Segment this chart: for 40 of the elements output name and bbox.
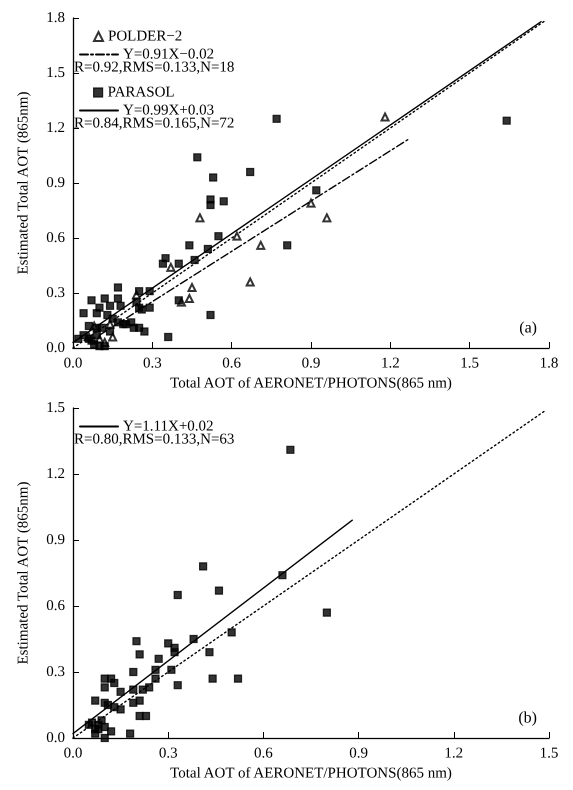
annotation: R=0.84,RMS=0.165,N=72 [74, 116, 234, 132]
x-tick-label: 0.0 [64, 746, 82, 762]
x-tick-label: 0.3 [158, 746, 178, 762]
annotation: (a) [519, 320, 538, 336]
x-tick-label: 0.9 [349, 746, 368, 762]
legend-label: PARASOL [108, 84, 175, 100]
annotation: R=0.92,RMS=0.133,N=18 [74, 60, 234, 76]
y-tick-label: 0.3 [46, 664, 65, 680]
y-axis-title: Estimated Total AOT (865nm) [16, 92, 32, 274]
y-tick-label: 0.6 [46, 230, 66, 246]
x-tick-label: 0.6 [222, 356, 242, 372]
y-tick-label: 0.3 [46, 285, 65, 301]
x-axis-title: Total AOT of AERONET/PHOTONS(865 nm) [170, 376, 452, 392]
x-tick-label: 0.6 [254, 746, 274, 762]
y-tick-label: 0.0 [46, 730, 65, 746]
y-tick-label: 1.2 [46, 120, 65, 136]
y-axis-title: Estimated Total AOT (865nm) [16, 482, 32, 664]
x-tick-label: 1.2 [444, 746, 464, 762]
x-tick-label: 1.5 [540, 746, 558, 762]
legend-label: Y=1.11X+0.02 [123, 418, 214, 434]
x-tick-label: 0.0 [64, 356, 82, 372]
annotation: (b) [518, 710, 537, 726]
y-tick-label: 0.6 [46, 598, 66, 614]
legend-label: Y=0.91X−0.02 [123, 46, 214, 62]
legend-label: Y=0.99X+0.03 [123, 102, 214, 118]
legend-label: POLDER−2 [108, 28, 182, 44]
y-tick-label: 1.2 [46, 466, 65, 482]
x-tick-label: 1.5 [460, 356, 480, 372]
annotation: R=0.80,RMS=0.133,N=63 [74, 432, 234, 448]
x-tick-label: 0.3 [142, 356, 162, 372]
y-tick-label: 1.5 [46, 65, 65, 81]
y-tick-label: 1.5 [46, 400, 65, 416]
y-tick-label: 0.0 [46, 340, 65, 356]
x-axis-title: Total AOT of AERONET/PHOTONS(865 nm) [170, 766, 452, 782]
y-tick-label: 1.8 [46, 10, 65, 26]
x-tick-label: 1.8 [540, 356, 558, 372]
y-tick-label: 0.9 [46, 532, 65, 548]
y-tick-label: 0.9 [46, 175, 65, 191]
x-tick-label: 1.2 [380, 356, 400, 372]
x-tick-label: 0.9 [302, 356, 320, 372]
